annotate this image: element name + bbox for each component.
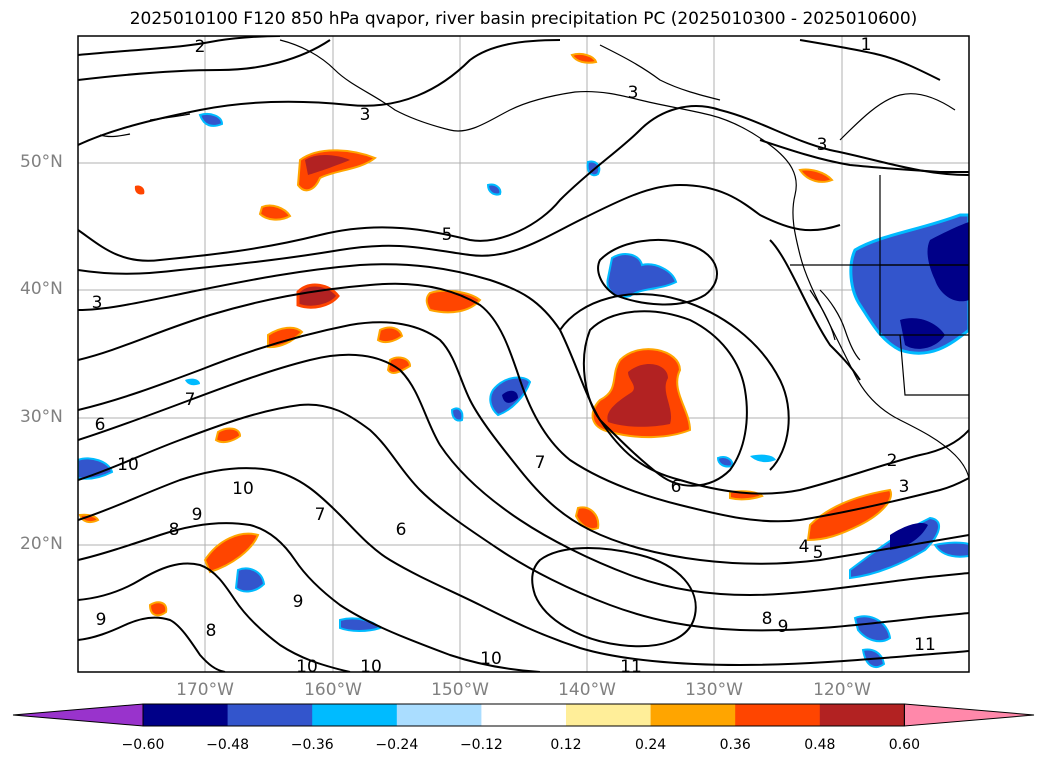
colorbar-frame [142,703,905,727]
positive-anomaly-patches [78,52,892,617]
lon-label-170w: 170°W [176,680,234,700]
colorbar-tick-label: −0.12 [459,737,503,753]
plot-frame [77,35,970,673]
colorbar-bin [227,704,313,726]
lon-label-120w: 120°W [813,680,871,700]
lat-label-40n: 40°N [20,279,63,299]
colorbar-bin [735,704,821,726]
colorbar-extend-max [903,703,1035,727]
contour-label: 11 [620,657,642,677]
contour-label: 6 [95,415,106,435]
colorbar-tick-label: 0.24 [635,737,667,753]
contour-label: 5 [442,225,453,245]
gridlines [78,36,969,672]
lon-label-130w: 130°W [685,680,743,700]
colorbar-extend-min [12,703,144,727]
colorbar [12,703,1035,727]
colorbar-tick-label: 0.60 [888,737,920,753]
lat-label-50n: 50°N [20,152,63,172]
contour-label: 10 [232,479,254,499]
colorbar-bin [566,704,652,726]
contour-label: 6 [396,520,407,540]
contour-label: 3 [899,477,910,497]
colorbar-bin [481,704,567,726]
contour-label: 3 [92,293,103,313]
lon-label-150w: 150°W [431,680,489,700]
contour-label: 2 [887,451,898,471]
contour-label: 11 [914,635,936,655]
qvapor-contours [78,36,969,672]
colorbar-bin [650,704,736,726]
lon-label-160w: 160°W [304,680,362,700]
colorbar-bin [143,704,229,726]
contour-label: 9 [192,505,203,525]
contour-label: 6 [671,477,682,497]
contour-label: 8 [762,609,773,629]
contour-label: 7 [185,390,196,410]
contour-label: 10 [480,649,502,669]
colorbar-tick-label: −0.36 [290,737,334,753]
lat-label-20n: 20°N [20,534,63,554]
contour-label: 7 [535,453,546,473]
colorbar-bin [396,704,482,726]
contour-label: 2 [195,37,206,57]
colorbar-tick-label: 0.36 [719,737,751,753]
contour-label: 8 [206,621,217,641]
lat-label-30n: 30°N [20,407,63,427]
contour-label: 10 [117,455,139,475]
contour-label: 7 [315,505,326,525]
colorbar-tick-label: −0.48 [206,737,250,753]
plot-area [78,36,969,672]
contour-label: 10 [360,657,382,677]
colorbar-bin [819,704,905,726]
contour-label: 10 [296,657,318,677]
contour-label: 8 [169,520,180,540]
lon-label-140w: 140°W [558,680,616,700]
contour-label: 9 [293,592,304,612]
coastlines [99,39,969,479]
colorbar-bin [312,704,398,726]
colorbar-tick-label: 0.48 [804,737,836,753]
contour-label: 3 [360,105,371,125]
colorbar-tick-label: −0.60 [121,737,165,753]
colorbar-tick-label: 0.12 [550,737,582,753]
contour-label: 3 [817,135,828,155]
contour-label: 3 [628,83,639,103]
colorbar-tick-label: −0.24 [375,737,419,753]
contour-label: 1 [861,35,872,55]
contour-label: 9 [778,617,789,637]
contour-label: 9 [96,610,107,630]
contour-label: 4 [799,537,810,557]
contour-label: 5 [813,543,824,563]
map-title: 2025010100 F120 850 hPa qvapor, river ba… [129,9,918,29]
